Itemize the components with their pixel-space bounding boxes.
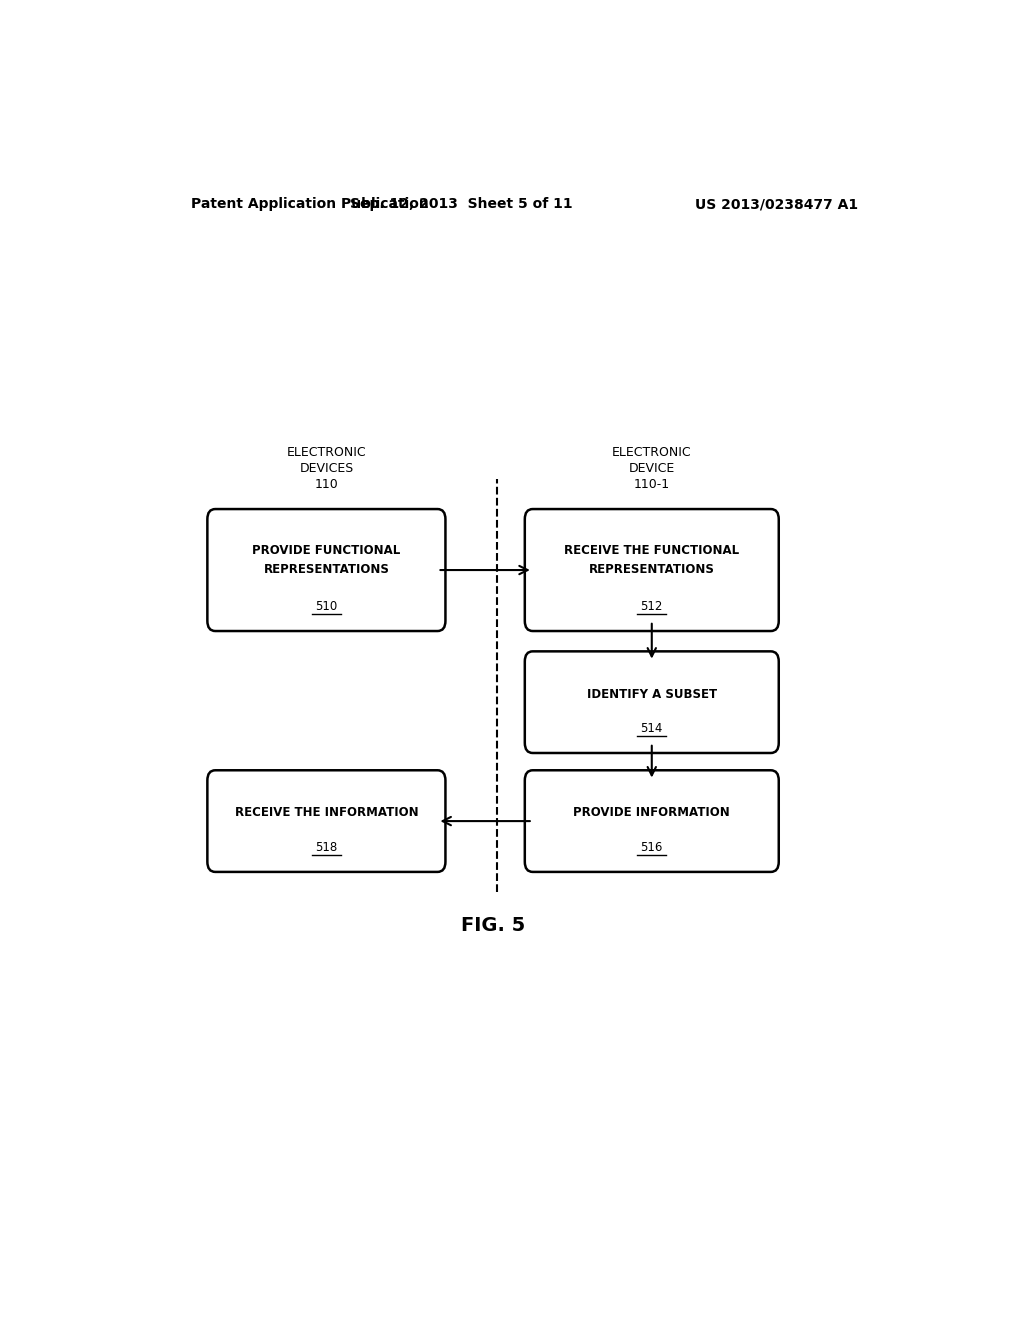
- FancyBboxPatch shape: [524, 651, 779, 752]
- Text: DEVICE: DEVICE: [629, 462, 675, 475]
- Text: ELECTRONIC: ELECTRONIC: [287, 446, 367, 458]
- Text: REPRESENTATIONS: REPRESENTATIONS: [263, 562, 389, 576]
- Text: Sep. 12, 2013  Sheet 5 of 11: Sep. 12, 2013 Sheet 5 of 11: [350, 197, 572, 211]
- Text: 510: 510: [315, 601, 338, 612]
- Text: DEVICES: DEVICES: [299, 462, 353, 475]
- FancyBboxPatch shape: [524, 771, 779, 873]
- Text: 514: 514: [641, 722, 663, 735]
- Text: Patent Application Publication: Patent Application Publication: [191, 197, 429, 211]
- FancyBboxPatch shape: [207, 771, 445, 873]
- Text: RECEIVE THE INFORMATION: RECEIVE THE INFORMATION: [234, 807, 418, 820]
- Text: 110: 110: [314, 478, 338, 491]
- Text: 516: 516: [641, 841, 663, 854]
- Text: ELECTRONIC: ELECTRONIC: [612, 446, 691, 458]
- FancyBboxPatch shape: [207, 510, 445, 631]
- Text: 512: 512: [641, 601, 663, 612]
- Text: IDENTIFY A SUBSET: IDENTIFY A SUBSET: [587, 688, 717, 701]
- Text: RECEIVE THE FUNCTIONAL: RECEIVE THE FUNCTIONAL: [564, 544, 739, 557]
- Text: REPRESENTATIONS: REPRESENTATIONS: [589, 562, 715, 576]
- Text: US 2013/0238477 A1: US 2013/0238477 A1: [695, 197, 858, 211]
- Text: PROVIDE FUNCTIONAL: PROVIDE FUNCTIONAL: [252, 544, 400, 557]
- Text: PROVIDE INFORMATION: PROVIDE INFORMATION: [573, 807, 730, 820]
- Text: 518: 518: [315, 841, 338, 854]
- Text: FIG. 5: FIG. 5: [461, 916, 525, 936]
- Text: 110-1: 110-1: [634, 478, 670, 491]
- FancyBboxPatch shape: [524, 510, 779, 631]
